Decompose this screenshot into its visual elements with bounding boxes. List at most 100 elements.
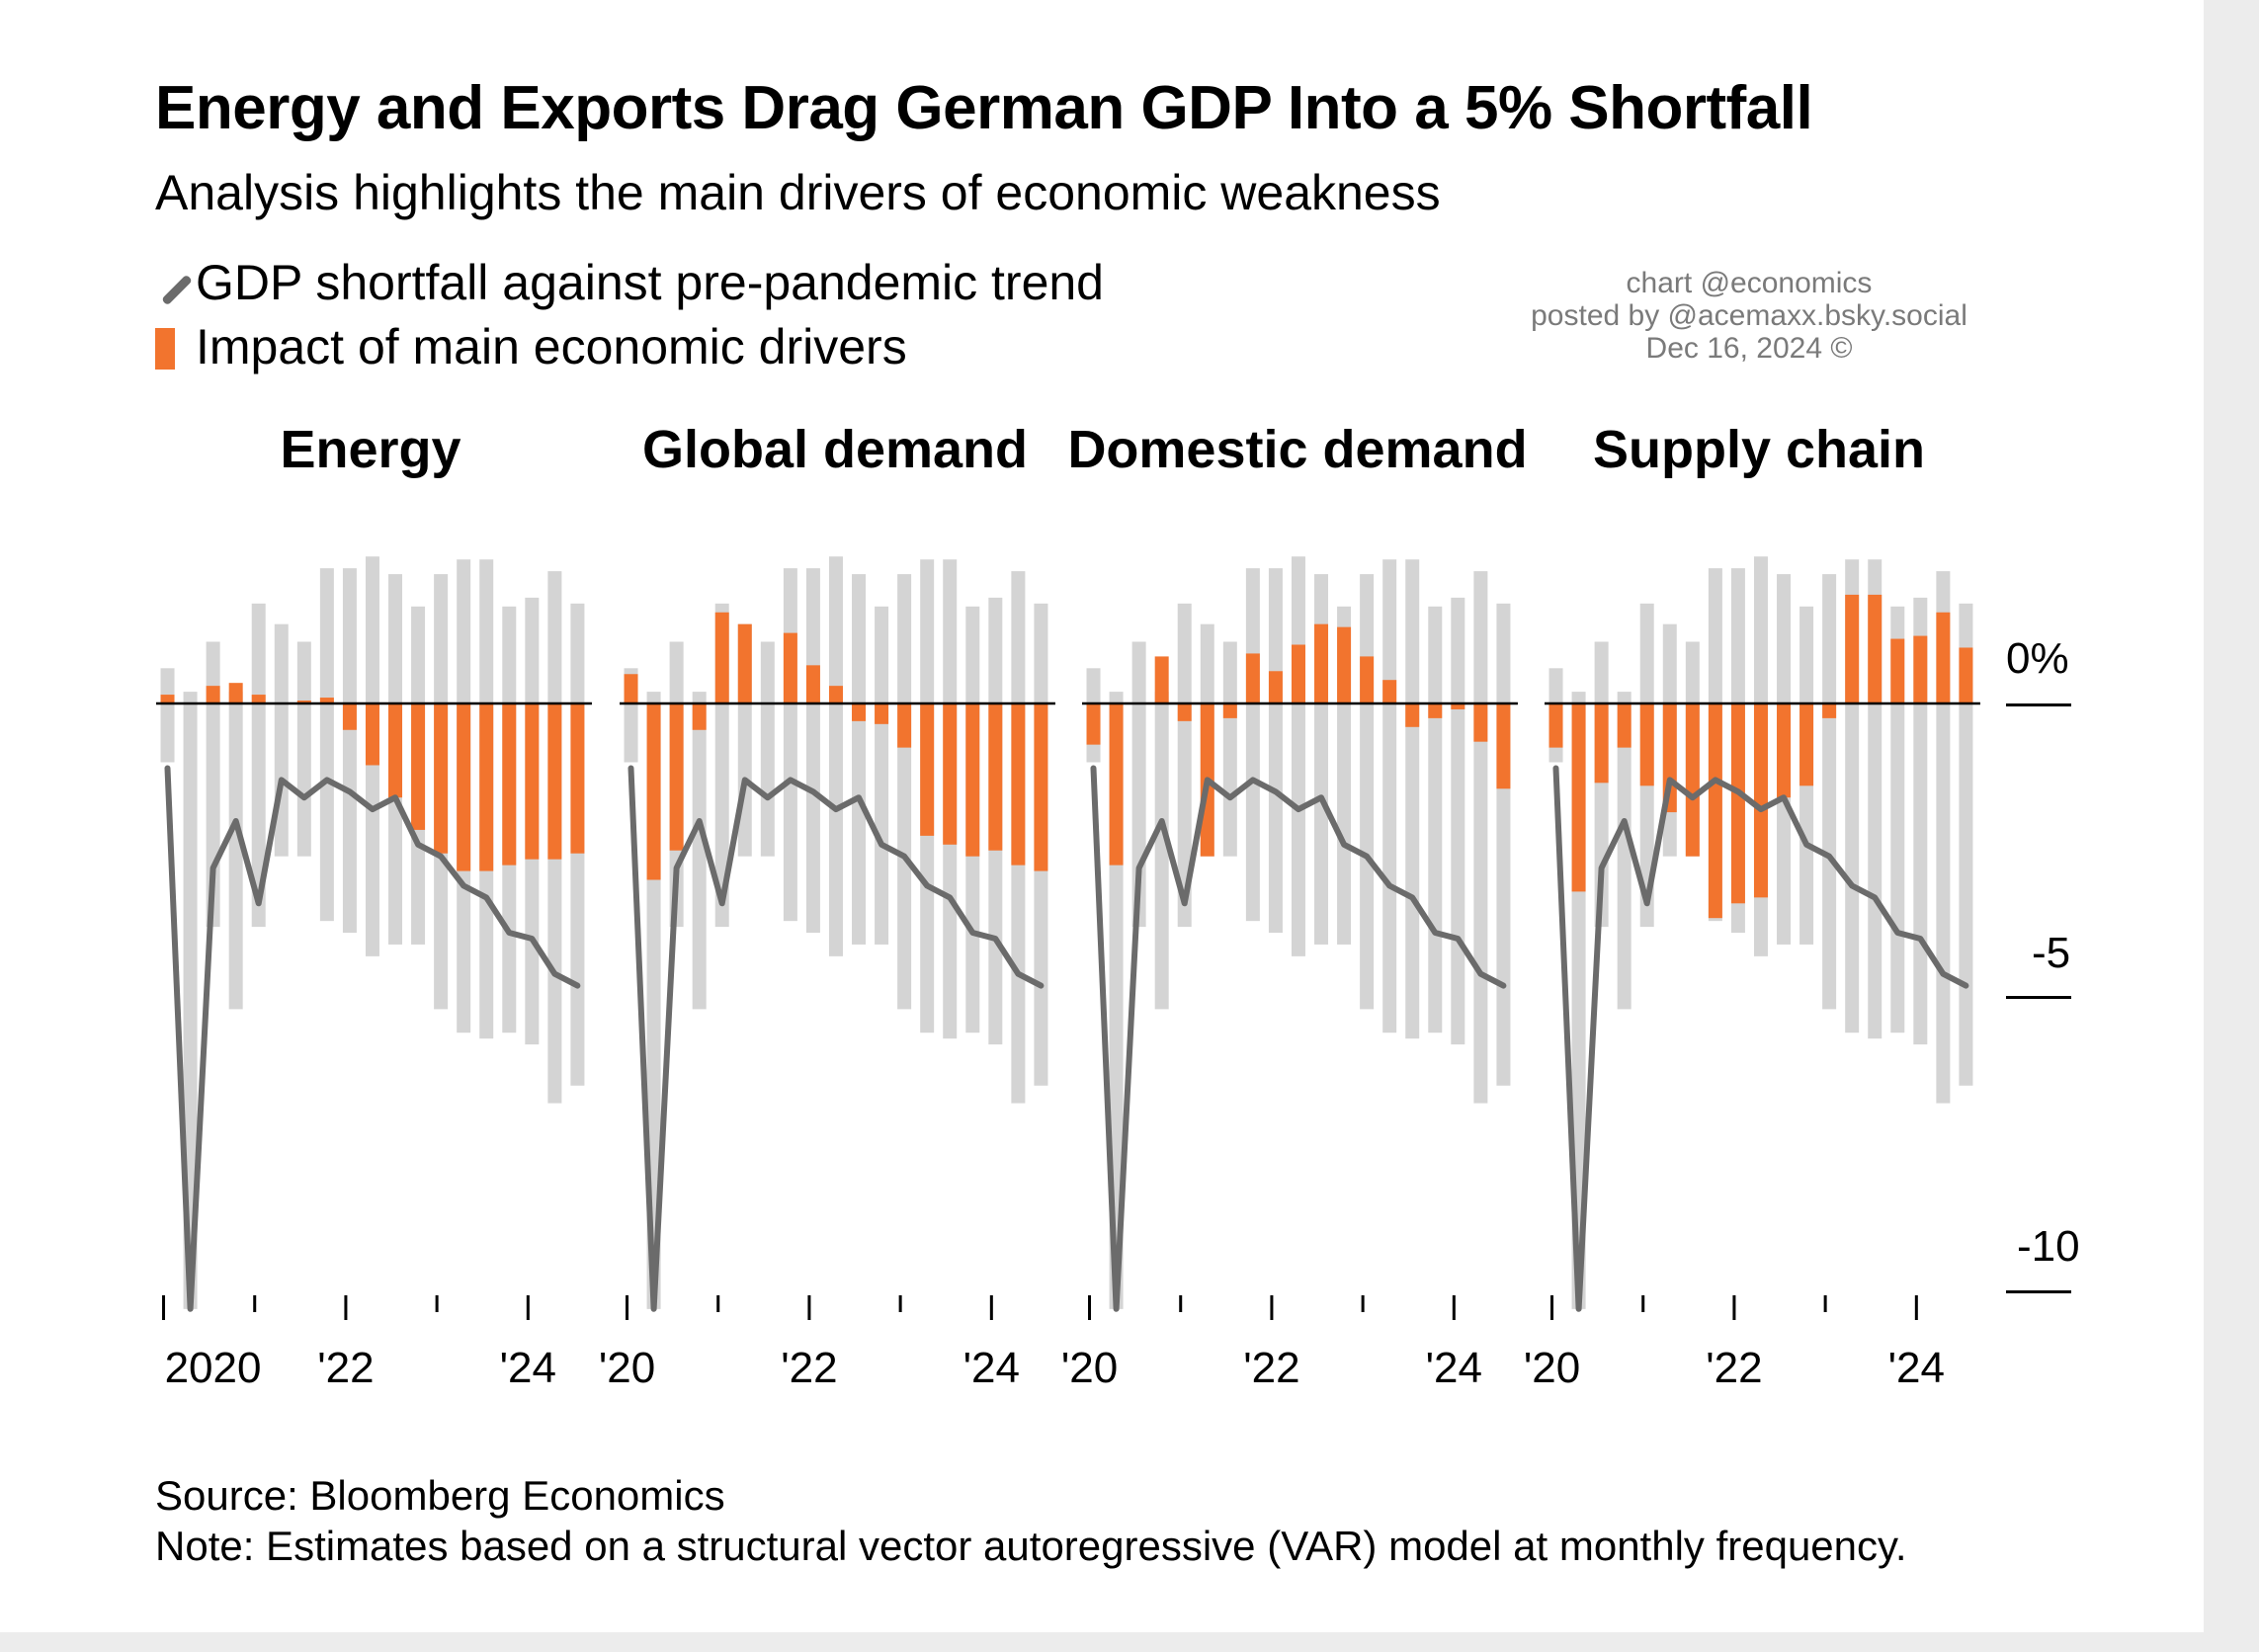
range-bar-supply-chain-3 (1617, 692, 1632, 1010)
range-bar-energy-3 (228, 692, 243, 1010)
driver-bar-supply-chain-15 (1890, 638, 1905, 703)
range-bar-supply-chain-16 (1913, 597, 1928, 1045)
driver-bar-domestic-demand-17 (1473, 703, 1488, 742)
driver-bar-domestic-demand-6 (1222, 703, 1237, 718)
range-bar-energy-0 (160, 668, 175, 763)
range-bar-domestic-demand-3 (1154, 692, 1169, 1010)
driver-bar-global-demand-9 (828, 686, 843, 703)
driver-bar-supply-chain-8 (1730, 703, 1745, 904)
range-bar-global-demand-6 (760, 641, 775, 857)
credit-line-2: posted by @acemaxx.bsky.social (1531, 299, 1967, 332)
driver-bar-domestic-demand-18 (1496, 703, 1511, 789)
driver-bar-domestic-demand-9 (1291, 644, 1305, 703)
x-tick-label-supply-chain-4: '24 (1887, 1344, 1945, 1392)
range-bar-domestic-demand-12 (1360, 574, 1375, 1010)
range-bar-domestic-demand-9 (1291, 556, 1305, 956)
driver-bar-energy-2 (206, 686, 220, 703)
x-tick-label-global-demand-2: '22 (781, 1344, 838, 1392)
driver-bar-supply-chain-4 (1639, 703, 1654, 786)
range-bar-global-demand-12 (897, 574, 912, 1010)
x-tick-label-domestic-demand-4: '24 (1425, 1344, 1482, 1392)
legend-label-drivers: Impact of main economic drivers (196, 319, 907, 374)
driver-bar-global-demand-4 (714, 612, 729, 703)
driver-bar-global-demand-14 (943, 703, 958, 845)
driver-bar-domestic-demand-11 (1337, 626, 1352, 703)
x-tick-label-domestic-demand-2: '22 (1243, 1344, 1300, 1392)
driver-bar-supply-chain-11 (1799, 703, 1814, 786)
driver-bar-domestic-demand-8 (1268, 671, 1283, 703)
driver-bar-global-demand-3 (692, 703, 707, 730)
driver-bar-energy-6 (296, 701, 311, 703)
bar-legend-icon (155, 322, 195, 372)
gdp-shortfall-line-supply-chain (1552, 765, 1969, 1312)
chart-subtitle: Analysis highlights the main drivers of … (155, 165, 1441, 220)
x-tick-label-global-demand-0: '20 (598, 1344, 656, 1392)
source-note: Source: Bloomberg Economics (155, 1472, 725, 1519)
driver-bar-global-demand-17 (1011, 703, 1026, 866)
y-tick-label-minus-5: -5 (2032, 929, 2071, 977)
x-tick-label-supply-chain-0: '20 (1523, 1344, 1581, 1392)
driver-bar-domestic-demand-7 (1245, 653, 1260, 703)
driver-bar-domestic-demand-14 (1405, 703, 1420, 727)
panel-title-supply-chain: Supply chain (1592, 420, 1926, 479)
legend-label-gdp-shortfall: GDP shortfall against pre-pandemic trend (196, 255, 1104, 310)
range-bar-energy-4 (251, 603, 266, 928)
range-bar-domestic-demand-7 (1245, 568, 1260, 922)
driver-bar-supply-chain-6 (1685, 703, 1700, 857)
driver-bar-supply-chain-3 (1617, 703, 1632, 748)
range-bar-domestic-demand-16 (1451, 597, 1465, 1045)
driver-bar-domestic-demand-3 (1154, 656, 1169, 703)
driver-bar-supply-chain-13 (1845, 594, 1860, 703)
range-bar-supply-chain-18 (1959, 603, 1973, 1086)
range-bar-domestic-demand-15 (1428, 606, 1443, 1033)
driver-bar-global-demand-1 (646, 703, 661, 880)
driver-bar-energy-7 (319, 698, 334, 703)
range-bar-energy-1 (183, 692, 198, 1309)
credit-line-3: Dec 16, 2024 © (1645, 332, 1853, 365)
range-bar-global-demand-11 (875, 606, 889, 945)
driver-bar-energy-0 (160, 695, 175, 703)
driver-bar-domestic-demand-15 (1428, 703, 1443, 718)
legend-item-gdp-shortfall: GDP shortfall against pre-pandemic trend (155, 253, 1104, 312)
driver-bar-supply-chain-16 (1913, 635, 1928, 703)
driver-bar-global-demand-7 (783, 632, 797, 703)
x-tick-label-global-demand-4: '24 (962, 1344, 1020, 1392)
credit-line-1: chart @economics (1626, 267, 1873, 299)
driver-bar-domestic-demand-1 (1109, 703, 1124, 866)
range-bar-global-demand-10 (852, 574, 867, 945)
driver-bar-domestic-demand-12 (1360, 656, 1375, 703)
range-bar-global-demand-8 (805, 568, 820, 934)
range-bar-global-demand-7 (783, 568, 797, 922)
driver-bar-supply-chain-7 (1708, 703, 1722, 919)
driver-bar-energy-17 (547, 703, 562, 860)
driver-bar-global-demand-11 (875, 703, 889, 724)
driver-bar-global-demand-15 (965, 703, 980, 857)
driver-bar-global-demand-10 (852, 703, 867, 721)
driver-bar-global-demand-0 (624, 674, 638, 703)
range-bar-domestic-demand-13 (1382, 559, 1397, 1033)
panel-title-global-demand: Global demand (641, 420, 1029, 479)
y-tick-label-minus-10: -10 (2017, 1222, 2080, 1271)
range-bar-domestic-demand-8 (1268, 568, 1283, 934)
driver-bar-global-demand-8 (805, 665, 820, 703)
driver-bar-domestic-demand-13 (1382, 680, 1397, 703)
driver-bar-supply-chain-10 (1777, 703, 1792, 798)
driver-bar-supply-chain-1 (1571, 703, 1586, 892)
legend-item-drivers: Impact of main economic drivers (155, 317, 907, 376)
driver-bar-energy-10 (388, 703, 403, 798)
driver-bar-energy-9 (365, 703, 379, 766)
driver-bar-energy-11 (411, 703, 426, 830)
chart-card: Energy and Exports Drag German GDP Into … (0, 0, 2204, 1632)
driver-bar-supply-chain-2 (1594, 703, 1609, 784)
driver-bar-energy-13 (457, 703, 471, 871)
range-bar-energy-8 (342, 568, 357, 934)
x-tick-label-energy-2: '22 (317, 1344, 375, 1392)
driver-bar-energy-8 (342, 703, 357, 730)
driver-bar-global-demand-13 (920, 703, 935, 836)
driver-bar-energy-3 (228, 683, 243, 703)
driver-bar-energy-18 (570, 703, 585, 854)
x-tick-label-energy-0: 2020 (164, 1344, 262, 1392)
range-bar-domestic-demand-6 (1222, 641, 1237, 857)
driver-bar-energy-12 (434, 703, 449, 854)
driver-bar-supply-chain-17 (1936, 612, 1951, 703)
